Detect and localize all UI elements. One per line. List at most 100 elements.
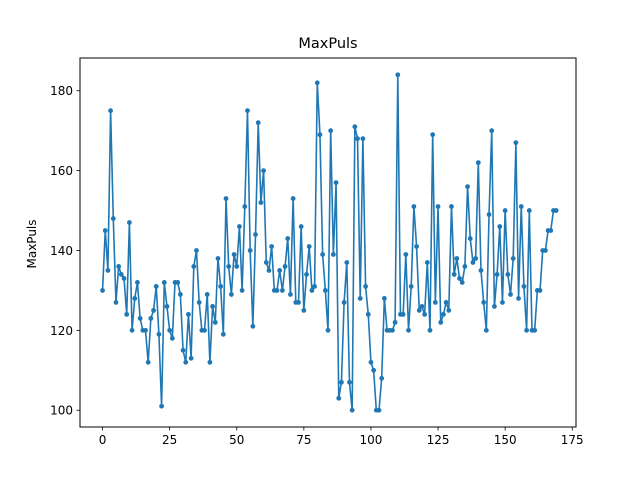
data-point bbox=[376, 407, 382, 413]
y-axis-label: MaxPuls bbox=[25, 219, 39, 268]
data-point bbox=[349, 407, 355, 413]
data-point bbox=[454, 256, 460, 261]
data-point bbox=[419, 304, 425, 309]
data-point bbox=[145, 359, 151, 365]
data-point bbox=[486, 212, 492, 217]
data-point bbox=[226, 264, 232, 269]
data-point bbox=[492, 304, 497, 309]
data-point bbox=[543, 248, 548, 253]
data-point bbox=[406, 327, 411, 333]
x-tick-label: 100 bbox=[359, 433, 382, 447]
data-point bbox=[255, 120, 261, 126]
data-point bbox=[344, 260, 350, 265]
data-point bbox=[489, 128, 495, 134]
data-point bbox=[126, 220, 132, 225]
data-point bbox=[521, 284, 527, 289]
data-point bbox=[188, 355, 194, 361]
data-point bbox=[427, 327, 433, 333]
data-point bbox=[449, 204, 454, 209]
data-point bbox=[290, 196, 296, 201]
data-point bbox=[443, 300, 449, 305]
data-point bbox=[105, 268, 111, 273]
data-point bbox=[269, 244, 275, 249]
data-point bbox=[341, 300, 347, 305]
x-tick-label: 50 bbox=[229, 433, 244, 447]
data-point bbox=[465, 184, 470, 189]
data-point bbox=[288, 292, 293, 297]
data-point bbox=[153, 284, 159, 289]
data-point bbox=[451, 272, 457, 277]
data-point bbox=[435, 204, 441, 209]
data-point bbox=[497, 224, 503, 229]
data-point bbox=[365, 311, 371, 317]
data-point bbox=[432, 300, 438, 305]
data-point bbox=[467, 236, 473, 241]
y-tick-label: 120 bbox=[50, 324, 73, 338]
data-point bbox=[253, 232, 258, 237]
data-point bbox=[473, 256, 479, 261]
data-point bbox=[502, 208, 508, 213]
data-point bbox=[228, 292, 234, 297]
data-point bbox=[325, 327, 331, 333]
data-point bbox=[508, 292, 513, 297]
data-point bbox=[459, 280, 465, 285]
x-tick-label: 25 bbox=[162, 433, 177, 447]
data-point bbox=[298, 224, 304, 229]
data-point bbox=[250, 323, 256, 329]
data-point bbox=[526, 208, 532, 213]
data-point bbox=[132, 296, 138, 301]
data-point bbox=[368, 359, 374, 365]
data-point bbox=[220, 331, 226, 337]
data-point bbox=[239, 288, 245, 293]
data-point bbox=[317, 132, 323, 138]
data-point bbox=[381, 296, 387, 301]
data-point bbox=[277, 268, 283, 273]
data-point bbox=[516, 296, 521, 301]
data-point bbox=[371, 367, 377, 373]
data-point bbox=[135, 280, 140, 285]
data-point bbox=[470, 260, 476, 265]
data-point bbox=[167, 327, 173, 333]
data-point bbox=[156, 331, 162, 337]
y-axis: 100 120 140 160 180 bbox=[50, 84, 80, 418]
plot-area bbox=[100, 72, 559, 413]
data-point bbox=[524, 327, 530, 333]
data-point bbox=[328, 128, 334, 134]
data-point bbox=[129, 327, 135, 333]
data-point bbox=[363, 284, 368, 289]
data-point bbox=[116, 264, 122, 269]
data-point bbox=[352, 124, 358, 130]
data-point bbox=[175, 280, 181, 285]
data-point bbox=[510, 256, 516, 261]
data-point bbox=[204, 292, 210, 297]
data-point bbox=[143, 327, 148, 333]
data-point bbox=[202, 327, 207, 333]
data-point bbox=[360, 136, 366, 142]
data-point bbox=[231, 252, 237, 257]
data-point bbox=[301, 307, 307, 313]
data-point bbox=[457, 276, 462, 281]
data-point bbox=[169, 335, 175, 341]
data-point bbox=[505, 272, 511, 277]
data-point bbox=[180, 347, 186, 353]
data-point bbox=[196, 300, 202, 305]
data-point bbox=[237, 224, 242, 229]
data-point bbox=[336, 395, 342, 401]
data-point bbox=[548, 228, 554, 233]
chart-title: MaxPuls bbox=[298, 36, 357, 52]
data-point bbox=[274, 288, 280, 293]
data-point bbox=[194, 248, 199, 253]
data-point bbox=[537, 288, 543, 293]
data-point bbox=[234, 264, 240, 269]
data-point bbox=[285, 236, 291, 241]
data-point bbox=[408, 284, 414, 289]
data-point bbox=[481, 300, 487, 305]
data-point bbox=[403, 252, 409, 257]
y-tick-label: 160 bbox=[50, 164, 73, 178]
data-point bbox=[478, 268, 484, 273]
data-point bbox=[242, 204, 248, 209]
data-point bbox=[118, 272, 124, 277]
x-axis: 0 25 50 75 100 125 150 175 bbox=[99, 427, 584, 447]
data-point bbox=[306, 244, 312, 249]
data-point bbox=[148, 315, 154, 321]
